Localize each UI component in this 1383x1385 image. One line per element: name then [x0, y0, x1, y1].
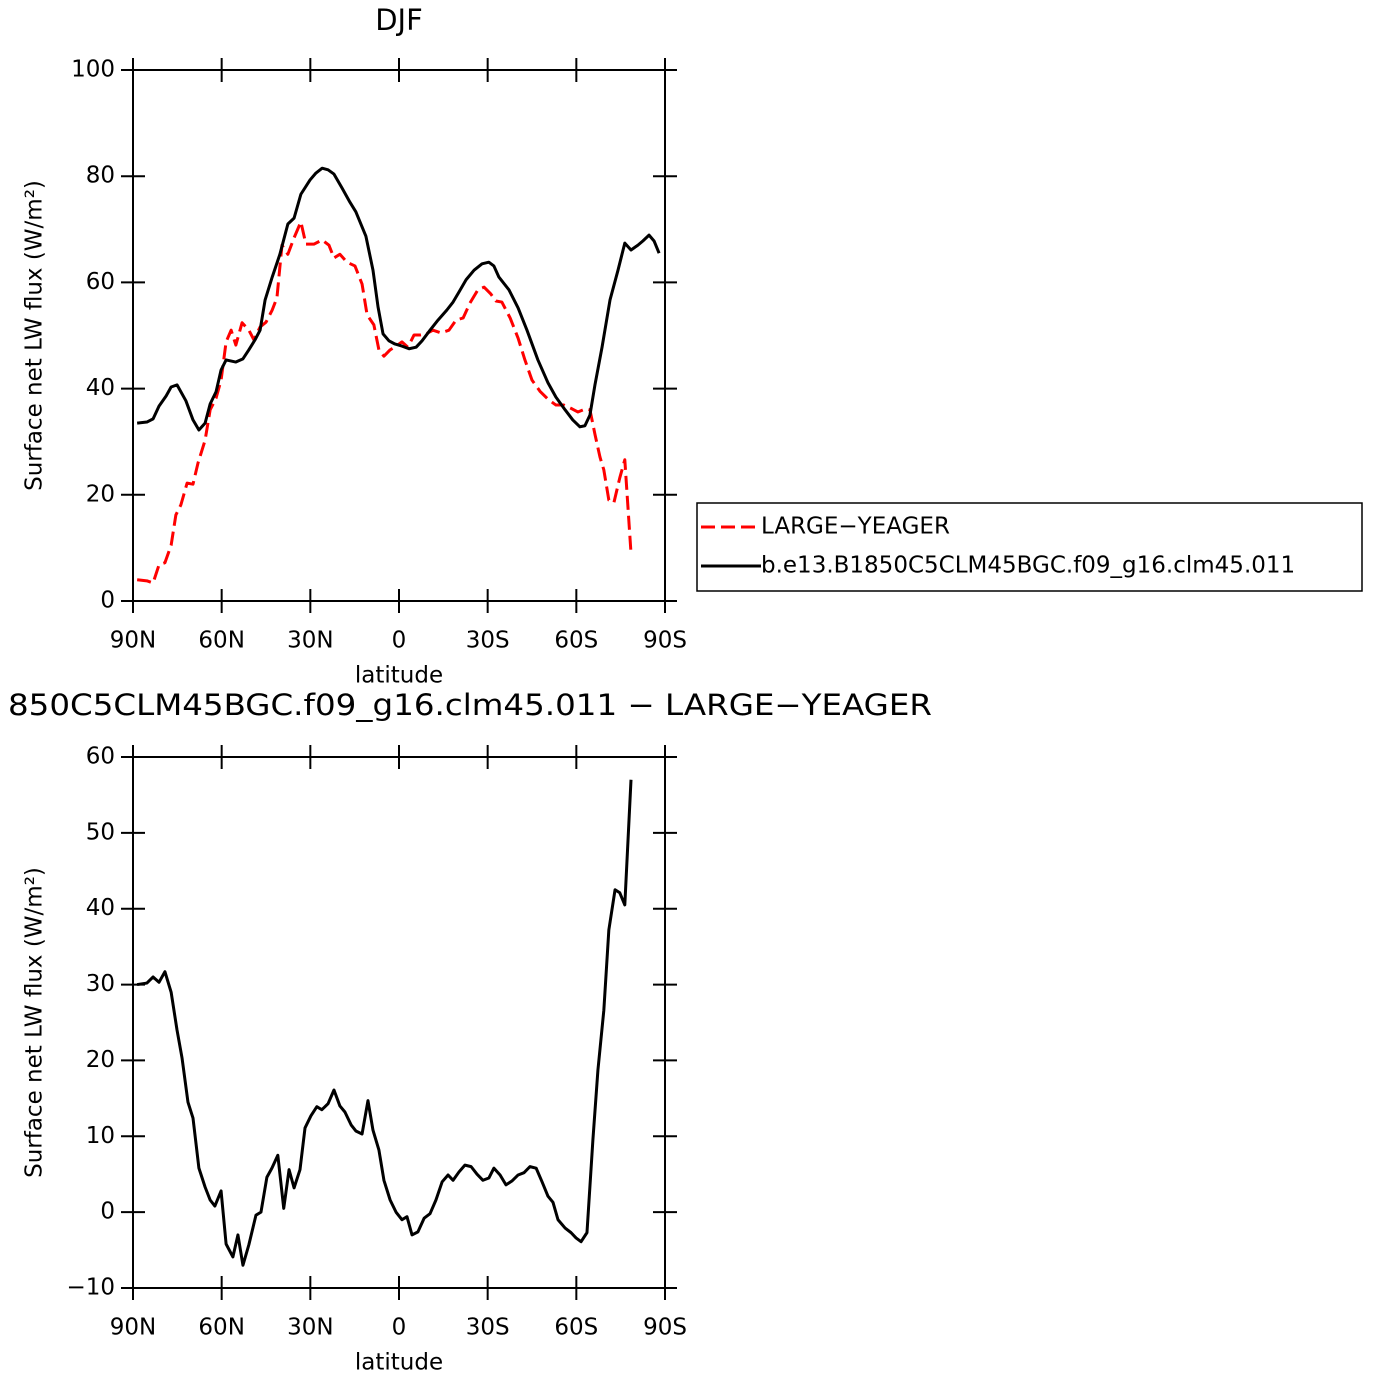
x-tick-label: 60S [554, 628, 598, 654]
x-tick-label: 60N [198, 1315, 244, 1341]
y-tick-label: 60 [86, 744, 115, 770]
y-tick-label: 50 [86, 819, 115, 845]
x-axis-label: latitude [355, 663, 443, 689]
legend-label: LARGE−YEAGER [761, 514, 950, 540]
y-axis-label: Surface net LW flux (W/m²) [22, 180, 48, 491]
y-axis-label: Surface net LW flux (W/m²) [22, 867, 48, 1178]
y-tick-label: 0 [100, 1199, 115, 1225]
series-line [136, 220, 633, 585]
y-tick-label: 20 [86, 481, 115, 507]
x-tick-label: 60N [198, 628, 244, 654]
x-tick-label: 30S [466, 1315, 510, 1341]
x-axis-label: latitude [355, 1350, 443, 1376]
x-tick-label: 30S [466, 628, 510, 654]
x-tick-label: 90S [643, 1315, 687, 1341]
y-tick-label: 60 [86, 269, 115, 295]
y-tick-label: 30 [86, 971, 115, 997]
legend-box [696, 502, 1363, 592]
y-tick-label: 80 [86, 163, 115, 189]
x-tick-label: 0 [392, 628, 407, 654]
x-tick-label: 90N [110, 1315, 156, 1341]
y-tick-label: 40 [86, 895, 115, 921]
x-tick-label: 30N [287, 628, 333, 654]
y-tick-label: 10 [86, 1123, 115, 1149]
series-line [136, 779, 633, 1267]
y-tick-label: −10 [66, 1275, 115, 1301]
x-tick-label: 90S [643, 628, 687, 654]
chart-title: 850C5CLM45BGC.f09_g16.clm45.011 − LARGE−… [8, 688, 932, 722]
y-tick-label: 100 [71, 57, 115, 83]
x-tick-label: 60S [554, 1315, 598, 1341]
chart-title: DJF [375, 3, 423, 37]
y-tick-label: 20 [86, 1047, 115, 1073]
plot-frame [132, 69, 666, 602]
x-tick-label: 30N [287, 1315, 333, 1341]
x-tick-label: 0 [392, 1315, 407, 1341]
y-tick-label: 0 [100, 588, 115, 614]
legend-label: b.e13.B1850C5CLM45BGC.f09_g16.clm45.011 [761, 553, 1295, 579]
series-line [136, 166, 661, 432]
y-tick-label: 40 [86, 375, 115, 401]
x-tick-label: 90N [110, 628, 156, 654]
plot-frame [132, 756, 666, 1289]
